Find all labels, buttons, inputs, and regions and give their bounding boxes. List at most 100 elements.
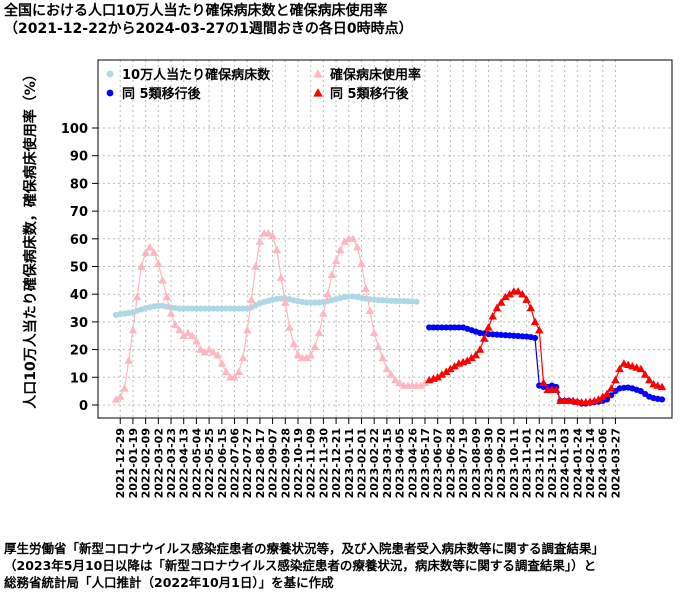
data-point — [255, 237, 265, 245]
legend-item-3: 同 5類移行後 — [313, 86, 410, 102]
data-point — [111, 395, 121, 403]
y-axis-label: 人口10万人当たり確保病床数，確保病床使用率（%） — [22, 67, 39, 409]
legend-label: 同 5類移行後 — [122, 86, 202, 102]
x-tick-label: 2024-03-06 — [597, 428, 610, 499]
data-point — [467, 353, 476, 362]
chart-subtitle: （2021-12-22から2024-03-27の1週間おきの各日0時時点） — [4, 21, 413, 37]
source-note-line2: （2023年5月10日以降は「新型コロナウイルス感染症患者の療養状況，病床数等に… — [4, 558, 597, 573]
data-point — [539, 378, 548, 387]
y-tick-label: 10 — [70, 371, 88, 386]
x-tick-label: 2023-04-26 — [406, 428, 419, 499]
data-point — [526, 303, 536, 312]
x-tick-label: 2023-05-17 — [419, 428, 432, 498]
x-tick-label: 2022-10-19 — [292, 428, 305, 498]
data-point — [187, 331, 197, 339]
grid-lines — [98, 60, 672, 418]
data-point — [640, 370, 650, 378]
legend-label: 同 5類移行後 — [330, 86, 410, 102]
data-point — [378, 353, 387, 362]
x-tick-label: 2022-09-28 — [279, 428, 292, 498]
data-point — [513, 287, 523, 295]
data-point — [382, 364, 392, 373]
data-point — [437, 370, 447, 378]
y-tick-label: 70 — [70, 205, 88, 220]
data-point — [479, 334, 489, 342]
y-tick-label: 80 — [70, 177, 88, 192]
data-point — [446, 364, 455, 373]
data-point — [162, 292, 172, 301]
data-point — [522, 295, 531, 303]
x-tick-label: 2022-03-23 — [165, 428, 178, 498]
data-point — [598, 392, 607, 400]
x-tick-label: 2022-09-07 — [267, 428, 280, 498]
data-point — [120, 384, 129, 392]
x-tick-label: 2023-11-01 — [521, 428, 534, 498]
data-point — [154, 259, 163, 267]
chart-title-line1: 全国における人口10万人当たり確保病床数と確保病床使用率 — [4, 3, 388, 19]
data-point — [166, 309, 176, 317]
data-point — [124, 356, 133, 364]
data-point — [200, 348, 210, 356]
data-point — [420, 378, 430, 387]
series-0 — [112, 293, 420, 319]
x-tick-label: 2022-07-27 — [241, 428, 254, 498]
data-point — [264, 229, 273, 237]
series-1 — [111, 229, 430, 403]
x-tick-label: 2023-10-11 — [508, 428, 521, 498]
data-point — [192, 337, 201, 345]
data-point — [602, 389, 612, 398]
data-point — [501, 292, 510, 301]
data-point — [281, 298, 290, 306]
data-point — [615, 364, 624, 373]
data-point — [115, 392, 125, 400]
data-point — [348, 234, 358, 242]
data-point — [128, 325, 138, 334]
data-point — [302, 353, 311, 362]
data-point — [636, 364, 646, 373]
data-point — [247, 295, 256, 303]
data-point — [183, 328, 193, 337]
data-point — [340, 237, 349, 245]
series-3 — [424, 287, 667, 406]
data-point — [505, 289, 514, 298]
data-point — [416, 381, 425, 389]
data-point — [475, 345, 485, 353]
y-tick-labels: 0 10 20 30 40 50 60 70 80 90 100 — [61, 122, 88, 414]
data-point — [530, 317, 540, 326]
data-point — [171, 320, 180, 328]
legend-marker — [313, 69, 323, 78]
data-point — [450, 361, 459, 370]
series-line — [115, 232, 426, 400]
x-tick-label: 2023-12-13 — [546, 428, 559, 498]
y-tick-label: 40 — [70, 288, 88, 303]
x-tick-label: 2023-01-11 — [343, 428, 356, 498]
y-tick-label: 100 — [61, 122, 88, 137]
legend-label: 10万人当たり確保病床数 — [122, 67, 271, 83]
data-point — [657, 382, 667, 391]
y-tick-label: 30 — [70, 316, 88, 331]
x-tick-label: 2022-11-09 — [305, 428, 318, 498]
data-point — [365, 306, 375, 315]
x-tick-label: 2022-12-21 — [330, 428, 343, 498]
x-tick-label: 2024-03-27 — [609, 428, 622, 498]
data-point — [391, 375, 400, 384]
chart-title: 全国における人口10万人当たり確保病床数と確保病床使用率 （2021-12-22… — [4, 2, 413, 38]
data-point — [463, 356, 472, 364]
data-point — [238, 353, 248, 362]
axes — [92, 59, 673, 424]
data-point — [213, 350, 222, 359]
data-point — [606, 384, 616, 392]
data-point — [276, 273, 286, 281]
data-point — [137, 262, 146, 270]
x-tick-label: 2023-08-30 — [482, 428, 495, 499]
data-series — [111, 229, 667, 407]
x-tick-label: 2022-11-30 — [317, 428, 330, 499]
data-point — [413, 298, 420, 305]
data-point — [268, 231, 277, 240]
data-point — [230, 373, 239, 381]
data-point — [149, 248, 159, 256]
data-point — [285, 323, 294, 331]
legend-item-0: 10万人当たり確保病床数 — [106, 67, 271, 83]
chart-canvas: 0 10 20 30 40 50 60 70 80 90 100 2021-12-29 2022-01… — [22, 59, 673, 499]
data-point — [319, 309, 328, 317]
